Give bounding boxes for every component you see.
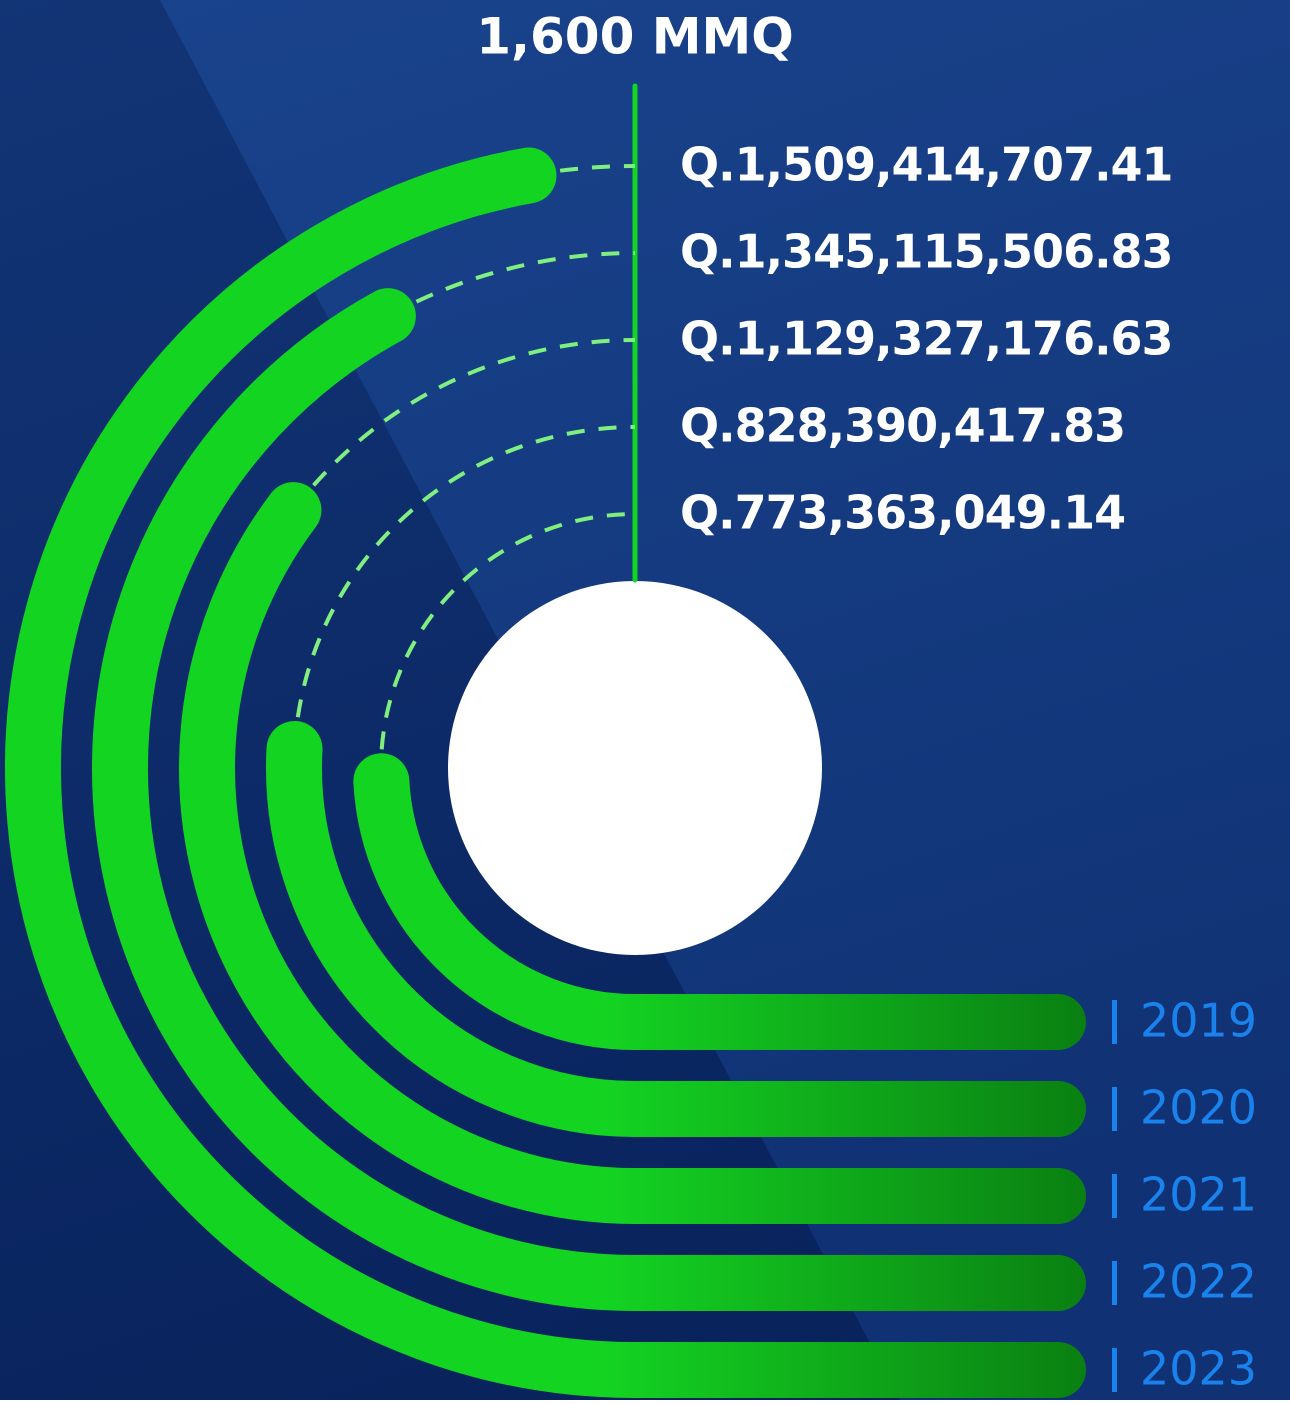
remainder-dash (386, 251, 636, 318)
value-label: Q.828,390,417.83 (680, 399, 1125, 453)
remainder-dash (292, 425, 636, 750)
remainder-dash (291, 338, 636, 512)
bar (5, 147, 1086, 1398)
axis-max-label: 1,600 MMQ (476, 8, 794, 66)
bar (179, 482, 1086, 1224)
center-circle (448, 581, 822, 955)
bar (353, 753, 1086, 1050)
bar (92, 288, 1086, 1311)
value-label: Q.773,363,049.14 (680, 486, 1125, 540)
year-divider (1112, 1261, 1117, 1305)
year-label: 2022 (1140, 1255, 1257, 1309)
value-label: Q.1,345,115,506.83 (680, 225, 1173, 279)
year-label: 2020 (1140, 1081, 1257, 1135)
value-label: Q.1,509,414,707.41 (680, 138, 1173, 192)
year-label: 2021 (1140, 1168, 1257, 1222)
remainder-dash (379, 512, 636, 782)
year-divider (1112, 1348, 1117, 1392)
year-divider (1112, 1087, 1117, 1131)
year-divider (1112, 1174, 1117, 1218)
value-label: Q.1,129,327,176.63 (680, 312, 1173, 366)
bar (266, 721, 1086, 1137)
year-label: 2019 (1140, 994, 1257, 1048)
year-divider (1112, 1000, 1117, 1044)
year-label: 2023 (1140, 1342, 1257, 1396)
